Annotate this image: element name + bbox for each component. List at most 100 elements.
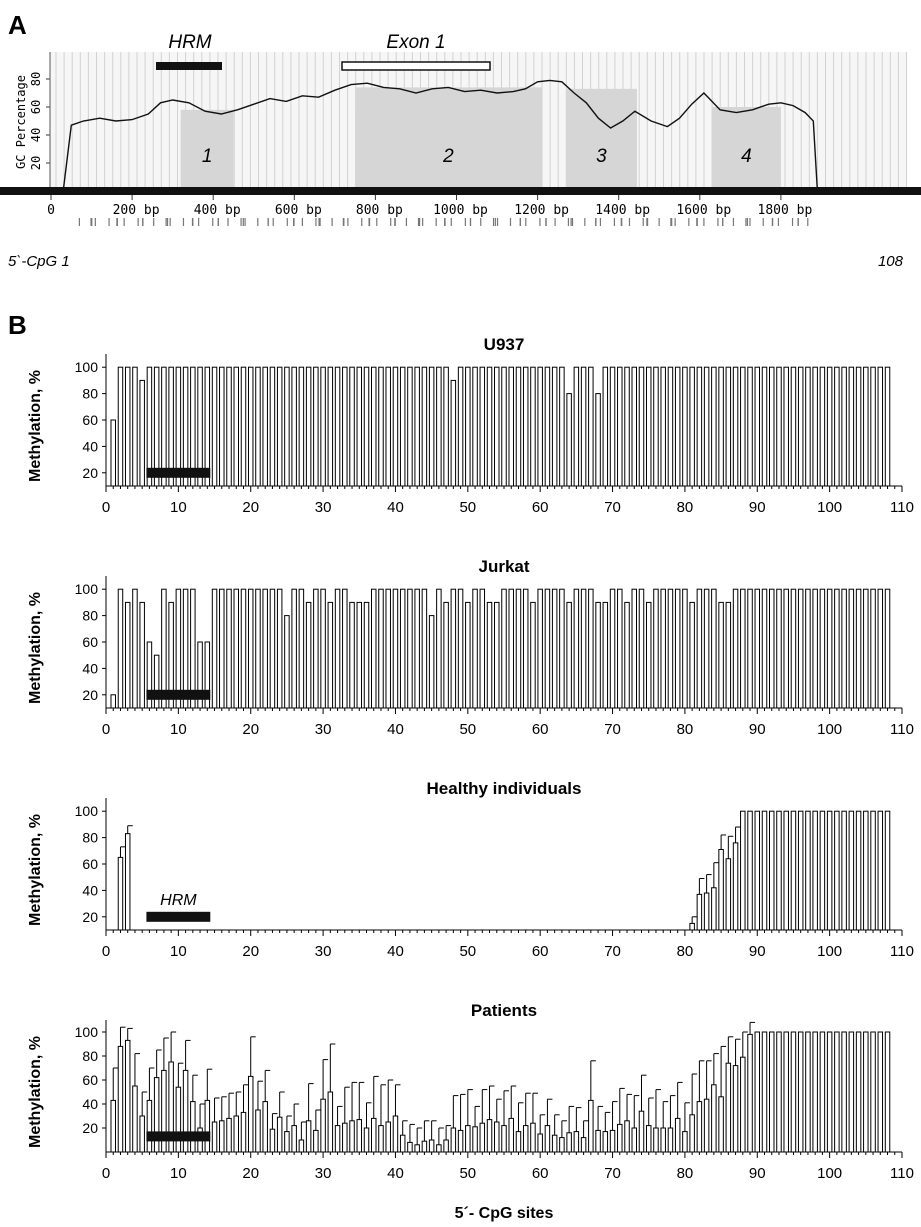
bar-site-89 [747, 366, 753, 487]
bar-site-33 [342, 588, 348, 709]
x-tick-label: 30 [315, 499, 332, 516]
bar-site-20 [247, 1075, 254, 1153]
cpg-end-label: 108 [878, 253, 904, 270]
bar-site-70 [609, 1129, 616, 1153]
bar-site-87 [732, 366, 739, 487]
bar-site-29 [313, 366, 319, 487]
bar-site-100 [826, 810, 833, 931]
y-tick-label: 100 [75, 803, 99, 819]
x-tick-label: 110 [890, 1165, 914, 1182]
bar-site-65 [573, 366, 580, 487]
y-tick-label: 100 [75, 1024, 99, 1040]
bar-site-88 [740, 810, 746, 931]
bar-site-102 [841, 810, 847, 931]
bar-site-34 [349, 366, 355, 487]
bar-site-5 [139, 601, 145, 709]
bar-site-10 [175, 1086, 182, 1153]
bar-site-71 [617, 366, 623, 487]
bar-site-75 [645, 1125, 652, 1153]
bar-site-19 [240, 366, 247, 487]
gc-x-tick-label: 1000 bp [433, 203, 488, 218]
bar-site-44 [421, 366, 428, 487]
bar-site-64 [566, 393, 572, 487]
bar-site-59 [530, 1122, 536, 1153]
bar-site-85 [718, 366, 724, 487]
x-tick-label: 80 [677, 1165, 694, 1182]
bar-site-22 [262, 588, 268, 709]
bar-site-30 [320, 366, 326, 487]
gc-x-tick-label: 1800 bp [758, 203, 813, 218]
bar-site-35 [356, 366, 363, 487]
bar-site-16 [219, 1120, 225, 1153]
chart-title: Patients [471, 1001, 537, 1020]
bar-site-82 [696, 588, 703, 709]
bar-site-82 [696, 1101, 703, 1153]
bar-site-1 [110, 1099, 116, 1153]
bar-site-52 [479, 588, 486, 709]
x-tick-label: 0 [102, 499, 110, 516]
y-tick-label: 60 [82, 412, 98, 428]
bar-site-85 [718, 1096, 724, 1153]
bar-site-90 [754, 810, 761, 931]
bar-site-91 [761, 1031, 768, 1153]
bar-site-97 [805, 588, 811, 709]
bar-site-87 [732, 588, 739, 709]
bar-site-37 [371, 366, 377, 487]
y-tick-label: 20 [82, 1120, 98, 1136]
bar-site-39 [385, 366, 391, 487]
x-tick-label: 30 [315, 943, 332, 960]
bar-site-19 [240, 1111, 247, 1153]
bar-site-46 [436, 1144, 442, 1153]
bar-site-33 [342, 366, 348, 487]
bar-site-97 [805, 810, 811, 931]
chart-healthy: Healthy individuals Methylation, % 20 40 60 8… [27, 779, 914, 960]
bar-site-55 [501, 366, 507, 487]
bar-site-53 [486, 1119, 493, 1153]
bar-site-70 [609, 366, 616, 487]
bar-site-21 [255, 588, 261, 709]
bar-site-33 [342, 1122, 348, 1153]
x-tick-label: 50 [459, 499, 476, 516]
bar-site-23 [269, 366, 276, 487]
bar-site-64 [566, 601, 572, 709]
bar-site-45 [428, 615, 435, 709]
bar-site-92 [769, 588, 775, 709]
bar-site-5 [139, 379, 145, 487]
y-tick-label: 100 [75, 581, 99, 597]
x-tick-label: 30 [315, 721, 332, 738]
y-axis-label: Methylation, % [27, 370, 44, 482]
bar-site-96 [797, 810, 804, 931]
bar-site-4 [132, 588, 138, 709]
bar-site-107 [877, 1031, 884, 1153]
bar-site-45 [428, 366, 435, 487]
bar-site-66 [580, 366, 587, 487]
y-axis-label: Methylation, % [27, 814, 44, 926]
bar-site-95 [790, 366, 797, 487]
bar-site-78 [667, 1127, 674, 1153]
bar-site-65 [573, 588, 580, 709]
bar-site-3 [124, 601, 131, 709]
bar-site-46 [436, 366, 442, 487]
x-tick-label: 0 [102, 943, 110, 960]
bar-site-85 [718, 848, 724, 931]
bar-site-18 [233, 1115, 239, 1153]
bar-site-89 [747, 810, 753, 931]
x-tick-label: 50 [459, 721, 476, 738]
bar-site-6 [146, 1099, 153, 1153]
bar-site-3 [124, 833, 131, 931]
bar-site-37 [371, 1117, 377, 1153]
bar-site-90 [754, 588, 761, 709]
x-tick-label: 10 [170, 943, 187, 960]
x-tick-label: 70 [604, 1165, 621, 1182]
x-tick-label: 0 [102, 721, 110, 738]
bar-site-62 [551, 1134, 558, 1153]
bar-site-77 [660, 588, 666, 709]
bar-site-38 [378, 366, 384, 487]
x-tick-label: 10 [170, 499, 187, 516]
gc-x-tick-label: 600 bp [275, 203, 322, 218]
bar-site-17 [226, 1117, 232, 1153]
bar-site-86 [725, 601, 732, 709]
bar-site-74 [638, 366, 645, 487]
bar-site-81 [689, 1114, 695, 1153]
bar-site-73 [631, 1127, 637, 1153]
